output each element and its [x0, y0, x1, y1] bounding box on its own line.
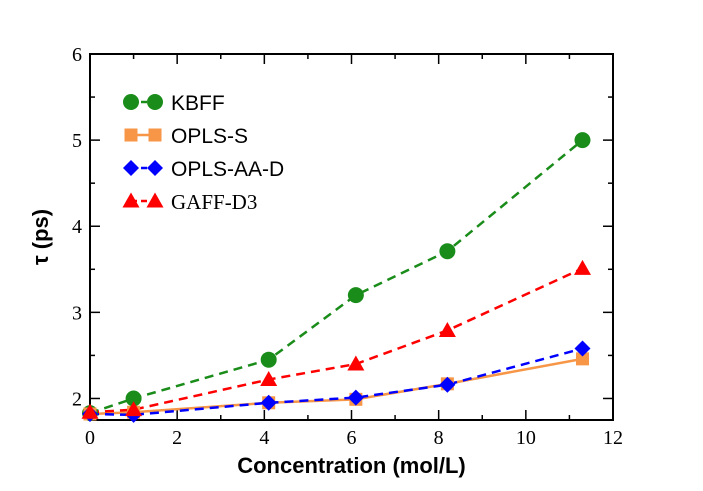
data-point-kbff [439, 243, 456, 260]
series-markers [81, 132, 591, 423]
legend-marker-kbff [123, 94, 139, 110]
data-point-gaff-d3 [347, 355, 365, 371]
y-tick-label: 5 [72, 130, 82, 152]
series-lines [89, 139, 584, 417]
legend-marker-opls-aa-d [123, 160, 139, 176]
data-point-opls-aa-d [574, 340, 591, 357]
y-axis-title: τ (ps) [28, 209, 53, 265]
legend-label-gaff-d3: GAFF-D3 [171, 190, 257, 214]
x-tick-label: 4 [259, 427, 269, 449]
data-point-kbff [260, 351, 277, 368]
data-point-kbff [125, 390, 142, 407]
data-point-opls-aa-d [347, 389, 364, 406]
x-axis-title: Concentration (mol/L) [237, 453, 466, 478]
y-tick-label: 2 [72, 388, 82, 410]
y-tick-label: 6 [72, 44, 82, 66]
data-point-gaff-d3 [438, 321, 456, 337]
x-tick-label: 12 [603, 427, 623, 449]
legend: KBFF OPLS-S OPLS-AA-D GAFF-D3 [122, 92, 284, 214]
data-point-kbff [574, 132, 591, 149]
legend-label-kbff: KBFF [171, 92, 225, 115]
legend-label-opls-s: OPLS-S [171, 125, 248, 148]
y-tick-label: 3 [72, 302, 82, 324]
legend-marker-kbff [147, 94, 163, 110]
x-tick-label: 2 [172, 427, 182, 449]
x-tick-label: 10 [516, 427, 536, 449]
legend-marker-opls-aa-d [147, 160, 163, 176]
legend-marker-gaff-d3 [122, 192, 140, 208]
y-tick-label: 4 [72, 216, 82, 238]
x-tick-label: 0 [85, 427, 95, 449]
x-tick-label: 8 [434, 427, 444, 449]
legend-label-opls-aa-d: OPLS-AA-D [171, 158, 284, 181]
legend-marker-opls-s [148, 128, 162, 142]
series-line-opls-aa-d [89, 347, 583, 417]
data-point-gaff-d3 [573, 259, 591, 275]
data-point-kbff [347, 287, 364, 304]
series-line-gaff-d3 [89, 267, 584, 414]
data-point-gaff-d3 [125, 401, 143, 417]
data-point-gaff-d3 [260, 371, 278, 387]
data-point-gaff-d3 [81, 403, 99, 419]
legend-marker-opls-s [124, 128, 138, 142]
x-tick-label: 6 [347, 427, 357, 449]
data-point-opls-aa-d [260, 394, 277, 411]
data-point-opls-aa-d [439, 376, 456, 393]
legend-marker-gaff-d3 [146, 192, 164, 208]
data-point-opls-s [575, 352, 589, 366]
